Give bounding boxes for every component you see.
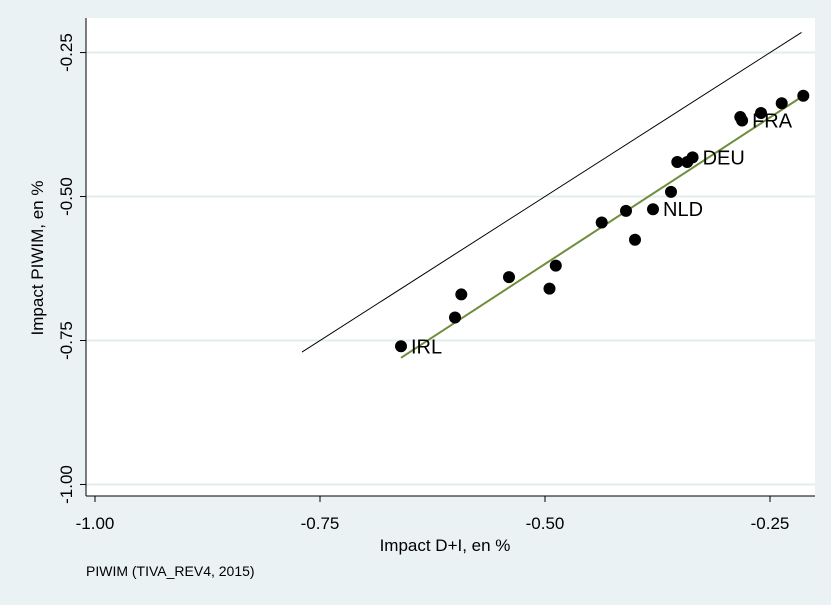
data-point [797, 90, 809, 102]
x-tick-label: -0.25 [751, 514, 790, 533]
point-label: DEU [703, 147, 745, 169]
data-point [503, 271, 515, 283]
point-label: IRL [411, 336, 442, 358]
point-label: FRA [752, 111, 793, 133]
source-note: PIWIM (TIVA_REV4, 2015) [86, 563, 255, 579]
y-tick-label: -0.50 [57, 177, 76, 216]
y-tick-label: -0.75 [57, 321, 76, 360]
data-point [665, 186, 677, 198]
data-point [455, 288, 467, 300]
data-point [544, 283, 556, 295]
x-tick-label: -0.50 [526, 514, 565, 533]
data-point [620, 205, 632, 217]
data-point [687, 151, 699, 163]
x-tick-label: -0.75 [301, 514, 340, 533]
y-tick-label: -1.00 [57, 465, 76, 504]
data-point [647, 203, 659, 215]
x-tick-label: -1.00 [76, 514, 115, 533]
data-point [776, 97, 788, 109]
data-point [550, 260, 562, 272]
data-point [449, 311, 461, 323]
data-point [395, 340, 407, 352]
data-point [629, 234, 641, 246]
y-tick-label: -0.25 [57, 33, 76, 72]
data-point [736, 115, 748, 127]
x-axis-title: Impact D+I, en % [380, 536, 511, 555]
point-label: NLD [663, 199, 703, 221]
data-point [596, 216, 608, 228]
y-axis-title: Impact PIWIM, en % [28, 181, 47, 336]
